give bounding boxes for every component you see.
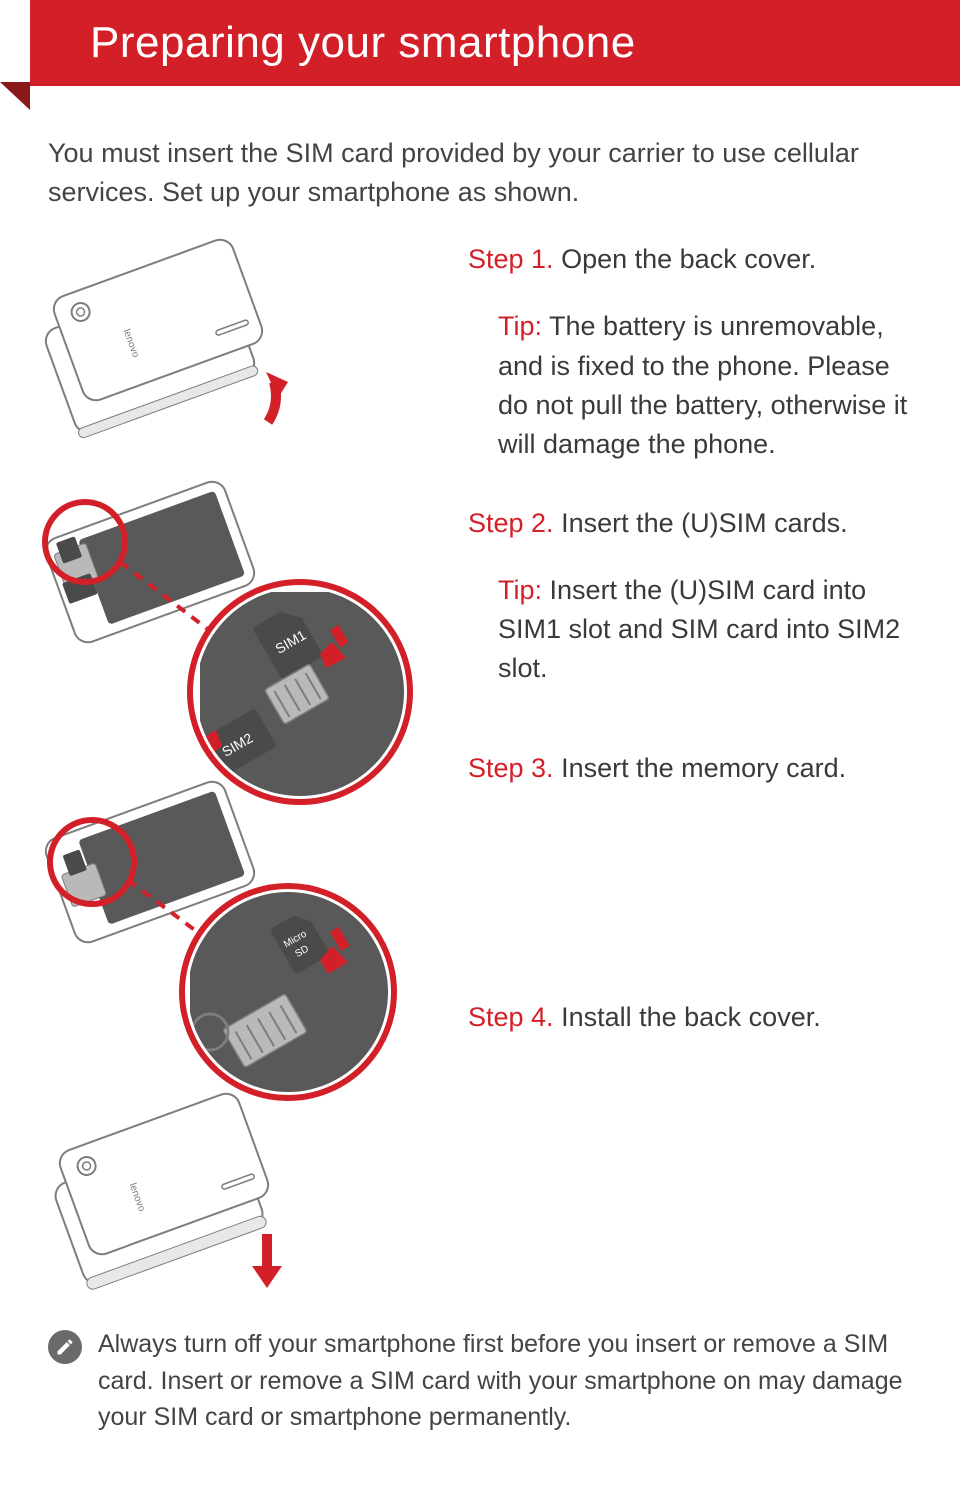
step-4: Step 4. Install the back cover. — [468, 998, 912, 1037]
step-4-text: Install the back cover. — [561, 1002, 821, 1032]
setup-diagram: lenovo — [30, 222, 460, 1302]
intro-text: You must insert the SIM card provided by… — [48, 134, 912, 212]
tip-1: Tip: The battery is unremovable, and is … — [498, 307, 912, 464]
illustration-column: lenovo — [48, 232, 448, 1302]
page-title-bar: Preparing your smartphone — [30, 0, 960, 86]
tip-2-text: Insert the (U)SIM card into SIM1 slot an… — [498, 575, 900, 683]
diagram-step2: SIM1 — [42, 478, 420, 812]
tip-1-text: The battery is unremovable, and is fixed… — [498, 311, 907, 458]
tip-1-label: Tip: — [498, 311, 542, 341]
tip-2: Tip: Insert the (U)SIM card into SIM1 sl… — [498, 571, 912, 688]
diagram-step3: Micro SD — [42, 778, 400, 1102]
step-3-label: Step 3. — [468, 753, 554, 783]
warning-row: Always turn off your smartphone first be… — [48, 1326, 912, 1435]
step-1-text: Open the back cover. — [561, 244, 816, 274]
diagram-step4: lenovo — [52, 1090, 282, 1291]
diagram-step1: lenovo — [42, 236, 288, 439]
main-row: lenovo — [48, 232, 912, 1302]
step-3-text: Insert the memory card. — [561, 753, 846, 783]
step-3: Step 3. Insert the memory card. — [468, 749, 912, 788]
ribbon-tail-decoration — [0, 82, 30, 110]
step-1: Step 1. Open the back cover. — [468, 240, 912, 279]
content-area: You must insert the SIM card provided by… — [0, 86, 960, 1302]
pencil-icon — [48, 1330, 82, 1364]
page-title: Preparing your smartphone — [90, 18, 636, 67]
tip-2-label: Tip: — [498, 575, 542, 605]
steps-text-column: Step 1. Open the back cover. Tip: The ba… — [468, 232, 912, 1302]
step-2-text: Insert the (U)SIM cards. — [561, 508, 848, 538]
warning-text: Always turn off your smartphone first be… — [98, 1326, 912, 1435]
step-2: Step 2. Insert the (U)SIM cards. — [468, 504, 912, 543]
step-2-label: Step 2. — [468, 508, 554, 538]
step-4-label: Step 4. — [468, 1002, 554, 1032]
step-1-label: Step 1. — [468, 244, 554, 274]
